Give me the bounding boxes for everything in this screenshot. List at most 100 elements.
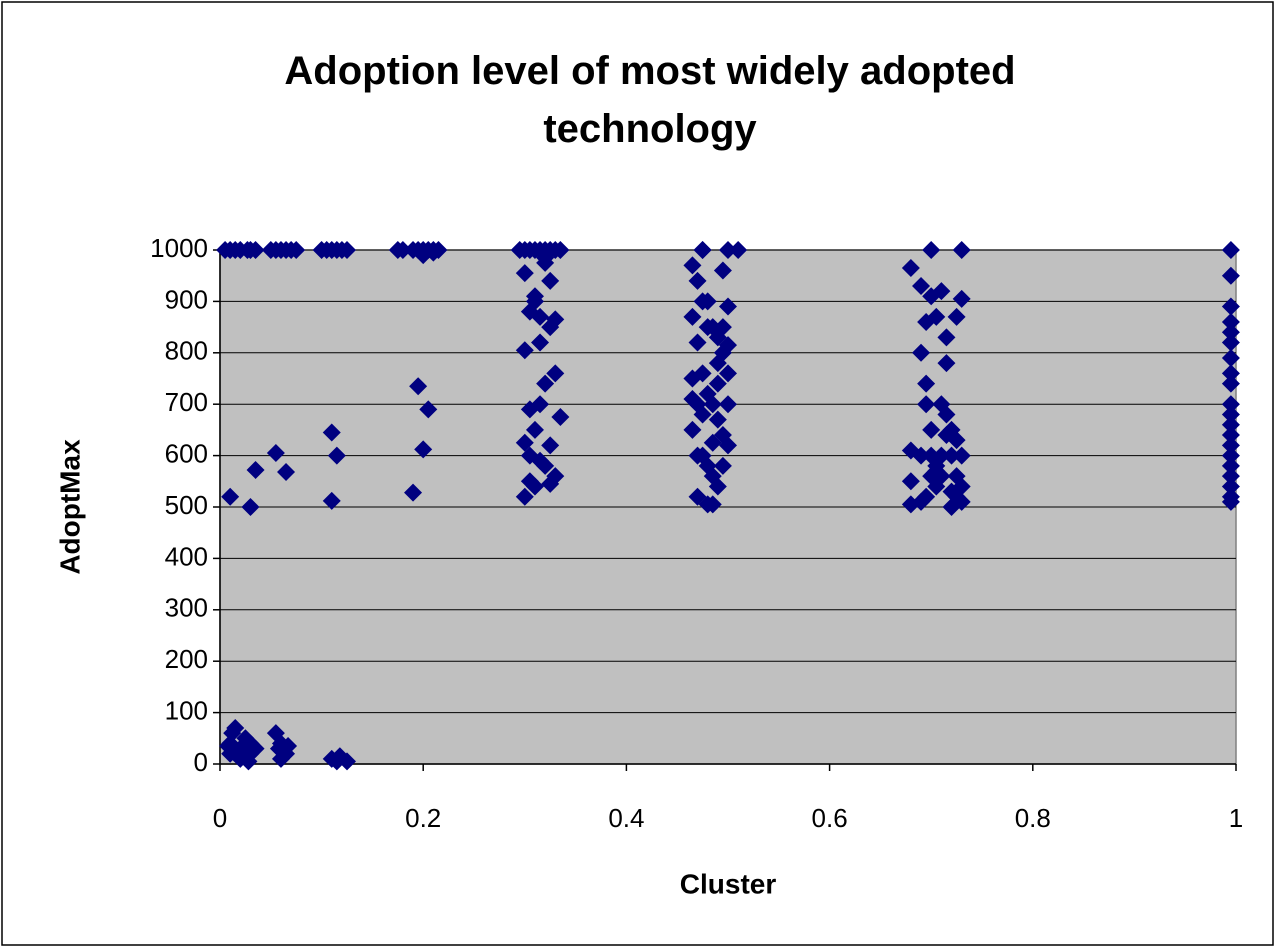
scatter-point [520,400,539,419]
scatter-point [1221,323,1240,342]
scatter-point [693,241,712,259]
scatter-point [693,292,712,311]
scatter-point [1221,477,1240,496]
scatter-point [901,441,920,460]
y-tick-label: 800 [165,336,208,366]
x-axis-label: Cluster [680,868,777,899]
scatter-point [917,374,936,393]
x-tick-label: 0.2 [405,803,441,833]
scatter-point [515,341,534,360]
scatter-point [952,241,971,259]
scatter-point [1221,415,1240,434]
scatter-point [404,483,423,502]
scatter-point [947,307,966,326]
scatter-point [729,241,748,259]
scatter-point [1221,266,1240,285]
scatter-point [688,446,707,465]
scatter-point [932,446,951,465]
scatter-point [937,328,956,347]
scatter-point [901,472,920,491]
scatter-point [942,482,961,501]
scatter-point [246,241,265,259]
scatter-point [515,264,534,283]
scatter-point [1221,333,1240,352]
y-axis-label: AdoptMax [54,439,85,575]
scatter-point [531,307,550,326]
scatter-point [688,333,707,352]
scatter-point [414,440,433,459]
scatter-point [912,492,931,511]
scatter-point [246,739,265,758]
scatter-point [683,420,702,439]
scatter-point [279,737,298,756]
scatter-point [917,395,936,414]
scatter-point [683,369,702,388]
scatter-point [942,446,961,465]
scatter-point [683,307,702,326]
scatter-point [531,451,550,470]
scatter-point [901,258,920,277]
y-tick-label: 600 [165,438,208,468]
scatter-point [713,261,732,280]
scatter-point [277,463,296,482]
scatter-point [551,408,570,427]
scatter-point [266,444,285,463]
x-tick-label: 0.4 [608,803,644,833]
scatter-point [1221,241,1240,259]
scatter-point [937,354,956,373]
scatter-point [551,241,570,259]
scatter-point [1221,395,1240,414]
x-tick-label: 0 [213,803,227,833]
scatter-point [952,446,971,465]
x-tick-label: 1 [1229,803,1243,833]
scatter-point [1221,405,1240,424]
y-tick-label: 500 [165,490,208,520]
scatter-point [952,492,971,511]
scatter-point [719,395,737,414]
scatter-point [708,410,727,429]
scatter-point [1221,467,1240,486]
scatter-point [912,276,931,295]
scatter-point [546,364,565,383]
scatter-point [531,333,550,352]
scatter-point [525,287,544,306]
scatter-point [698,318,717,337]
scatter-point [409,377,428,396]
y-tick-label: 400 [165,541,208,571]
scatter-point [1221,492,1240,511]
scatter-point [226,719,245,738]
scatter-point [419,400,438,419]
scatter-point [1221,426,1240,445]
scatter-point [338,241,356,259]
y-tick-label: 200 [165,644,208,674]
y-tick-label: 100 [165,695,208,725]
scatter-point [703,395,722,414]
scatter-point [1221,297,1240,316]
scatter-point [327,446,346,465]
scatter-point [229,747,248,766]
scatter-point [708,477,727,496]
scatter-point [688,271,707,290]
scatter-point [322,491,341,510]
scatter-point [424,243,443,262]
scatter-point [703,433,722,452]
scatter-point [541,436,560,455]
y-tick-label: 300 [165,593,208,623]
scatter-point [393,241,412,259]
scatter-point [520,472,539,491]
scatter-point [221,487,240,506]
scatter-point [246,460,265,479]
scatter-point [708,374,727,393]
scatter-point [541,271,560,290]
scatter-point [947,431,966,450]
scatter-point [330,747,349,766]
scatter-point [703,495,722,514]
scatter-point [536,253,555,272]
scatter-point [937,405,956,424]
scatter-point [322,423,341,442]
y-tick-label: 1000 [150,233,208,263]
scatter-point [241,498,260,516]
